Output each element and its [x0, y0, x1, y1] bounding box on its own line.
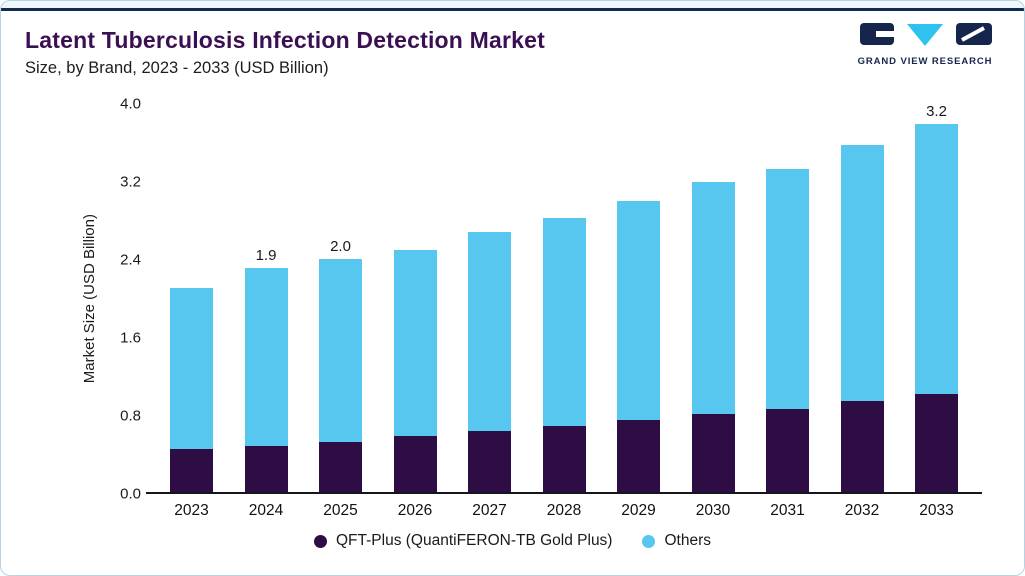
legend-swatch-qft-plus-icon — [314, 534, 327, 548]
page-subtitle: Size, by Brand, 2023 - 2033 (USD Billion… — [25, 59, 329, 77]
grand-view-research-logo: GRAND VIEW RESEARCH — [850, 21, 1000, 67]
bar-segment-others-2029 — [617, 201, 660, 421]
legend: QFT-Plus (QuantiFERON-TB Gold Plus) Othe… — [1, 532, 1024, 550]
x-axis-label-2026: 2026 — [397, 502, 433, 519]
y-tick-label: 2.4 — [120, 251, 141, 269]
bar-segment-qft-plus-2028 — [542, 426, 586, 492]
bar-group-2025: 2.0 2025 — [319, 104, 362, 519]
bar-segment-qft-plus-2033 — [915, 394, 958, 492]
page-title: Latent Tuberculosis Infection Detection … — [25, 27, 545, 53]
bar-group-2031: 2031 — [766, 104, 809, 519]
bar-segment-qft-plus-2027 — [468, 430, 511, 492]
bar-group-2028: 2028 — [542, 104, 586, 519]
x-axis-label-2033: 2033 — [919, 502, 954, 519]
bar-group-2027: 2027 — [468, 104, 511, 519]
legend-item-qft-plus: QFT-Plus (QuantiFERON-TB Gold Plus) — [314, 532, 612, 550]
top-accent-line — [1, 8, 1024, 11]
y-tick-label: 1.6 — [120, 329, 141, 347]
x-axis-label-2023: 2023 — [174, 502, 209, 519]
bar-segment-others-2026 — [393, 250, 437, 436]
bar-segment-others-2033 — [915, 124, 958, 394]
bar-segment-others-2023 — [170, 288, 213, 450]
bar-segment-qft-plus-2030 — [691, 414, 735, 492]
y-tick-label: 4.0 — [120, 95, 141, 113]
legend-swatch-others-icon — [642, 534, 656, 548]
x-axis-label-2032: 2032 — [844, 502, 880, 519]
bar-segment-others-2025 — [319, 259, 362, 442]
x-axis-label-2028: 2028 — [546, 502, 582, 519]
header: Latent Tuberculosis Infection Detection … — [1, 11, 1024, 78]
y-axis-ticks: 0.0 0.8 1.6 2.4 3.2 4.0 — [99, 97, 141, 502]
bar-group-2032: 2032 — [840, 104, 884, 519]
plot-area: 2023 1.9 2024 2.0 2025 2026 2027 2028 2029 2030 20… — [146, 103, 982, 519]
bar-segment-qft-plus-2032 — [840, 400, 884, 492]
logo-mark-icon — [860, 23, 992, 46]
x-axis-label-2031: 2031 — [770, 502, 805, 519]
bar-group-2023: 2023 — [170, 104, 213, 519]
bar-segment-others-2027 — [468, 232, 511, 431]
bar-segment-others-2032 — [840, 144, 884, 401]
bar-total-label-2033: 3.2 — [926, 103, 947, 120]
logo-text: GRAND VIEW RESEARCH — [857, 56, 993, 67]
legend-item-others: Others — [642, 532, 711, 550]
bar-segment-others-2024 — [244, 267, 288, 447]
top-strip — [1, 1, 1024, 8]
bar-segment-qft-plus-2023 — [170, 449, 213, 492]
bar-segment-others-2030 — [691, 181, 735, 415]
x-axis-label-2025: 2025 — [323, 502, 358, 519]
bar-group-2030: 2030 — [691, 104, 735, 519]
bar-segment-qft-plus-2024 — [244, 446, 288, 492]
bars-layer: 2023 1.9 2024 2.0 2025 2026 2027 2028 2029 2030 20… — [146, 103, 982, 519]
bar-segment-qft-plus-2029 — [617, 420, 660, 492]
bar-group-2033: 3.2 2033 — [915, 103, 958, 519]
bar-group-2026: 2026 — [393, 104, 437, 519]
bar-segment-qft-plus-2025 — [319, 441, 362, 492]
y-tick-label: 3.2 — [120, 173, 141, 191]
chart-area: Market Size (USD Billion) 0.0 0.8 1.6 2.4 3.… — [13, 92, 1004, 524]
x-axis-label-2024: 2024 — [248, 502, 284, 519]
y-axis-title: Market Size (USD Billion) — [81, 214, 98, 384]
legend-label-qft-plus: QFT-Plus (QuantiFERON-TB Gold Plus) — [336, 532, 613, 549]
legend-label-others: Others — [664, 532, 711, 549]
bar-group-2029: 2029 — [617, 104, 660, 519]
y-tick-label: 0.8 — [120, 407, 141, 425]
x-axis-label-2029: 2029 — [621, 502, 656, 519]
bar-segment-others-2028 — [542, 218, 586, 427]
bar-total-label-2025: 2.0 — [330, 238, 351, 256]
bar-segment-qft-plus-2026 — [393, 435, 437, 492]
bar-segment-others-2031 — [766, 169, 809, 409]
x-axis-label-2030: 2030 — [695, 502, 731, 519]
bar-group-2024: 1.9 2024 — [244, 104, 288, 519]
bar-segment-qft-plus-2031 — [766, 408, 809, 492]
x-axis-label-2027: 2027 — [472, 502, 507, 519]
bar-total-label-2024: 1.9 — [255, 246, 277, 264]
y-tick-label: 0.0 — [120, 485, 141, 503]
